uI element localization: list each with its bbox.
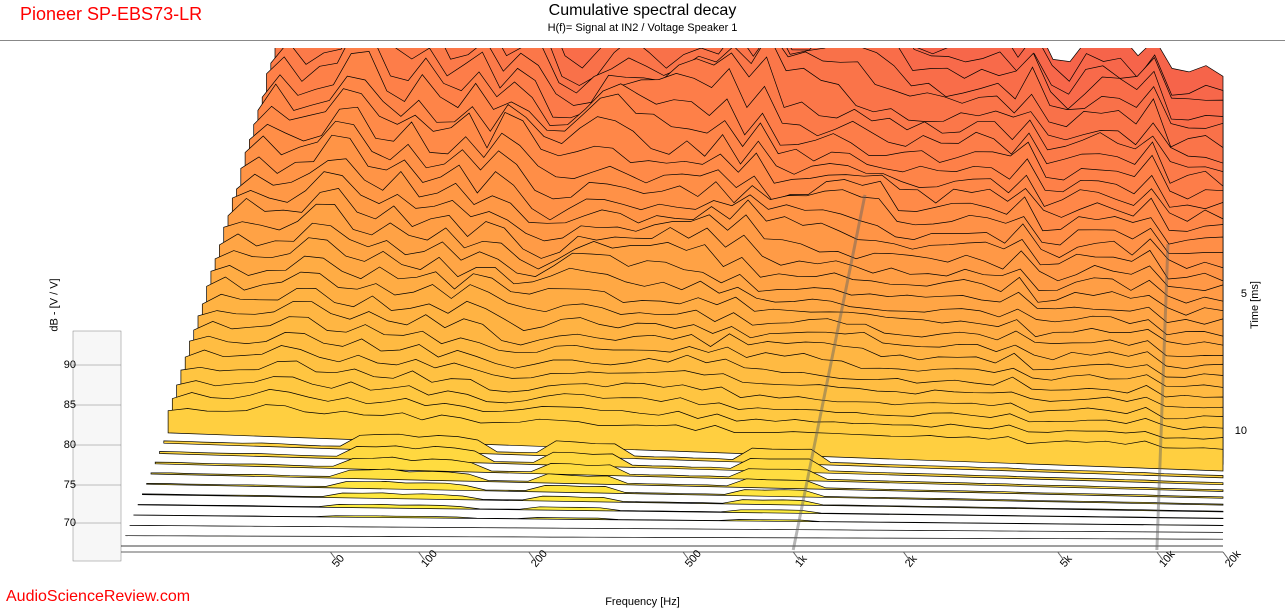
product-label: Pioneer SP-EBS73-LR [20, 4, 202, 25]
waterfall-svg [55, 48, 1255, 588]
y-tick: 70 [56, 517, 76, 529]
chart-subtitle: H(f)= Signal at IN2 / Voltage Speaker 1 [548, 22, 738, 34]
y-tick: 75 [56, 479, 76, 491]
y-tick: 85 [56, 399, 76, 411]
z-tick: 10 [1235, 425, 1247, 437]
waterfall-chart [55, 48, 1255, 588]
chart-title: Cumulative spectral decay [549, 2, 737, 20]
source-label: AudioScienceReview.com [6, 588, 190, 606]
z-tick: 5 [1241, 288, 1247, 300]
y-tick: 90 [56, 359, 76, 371]
header-divider [0, 40, 1285, 41]
y-tick: 80 [56, 439, 76, 451]
x-axis-label: Frequency [Hz] [605, 596, 680, 608]
